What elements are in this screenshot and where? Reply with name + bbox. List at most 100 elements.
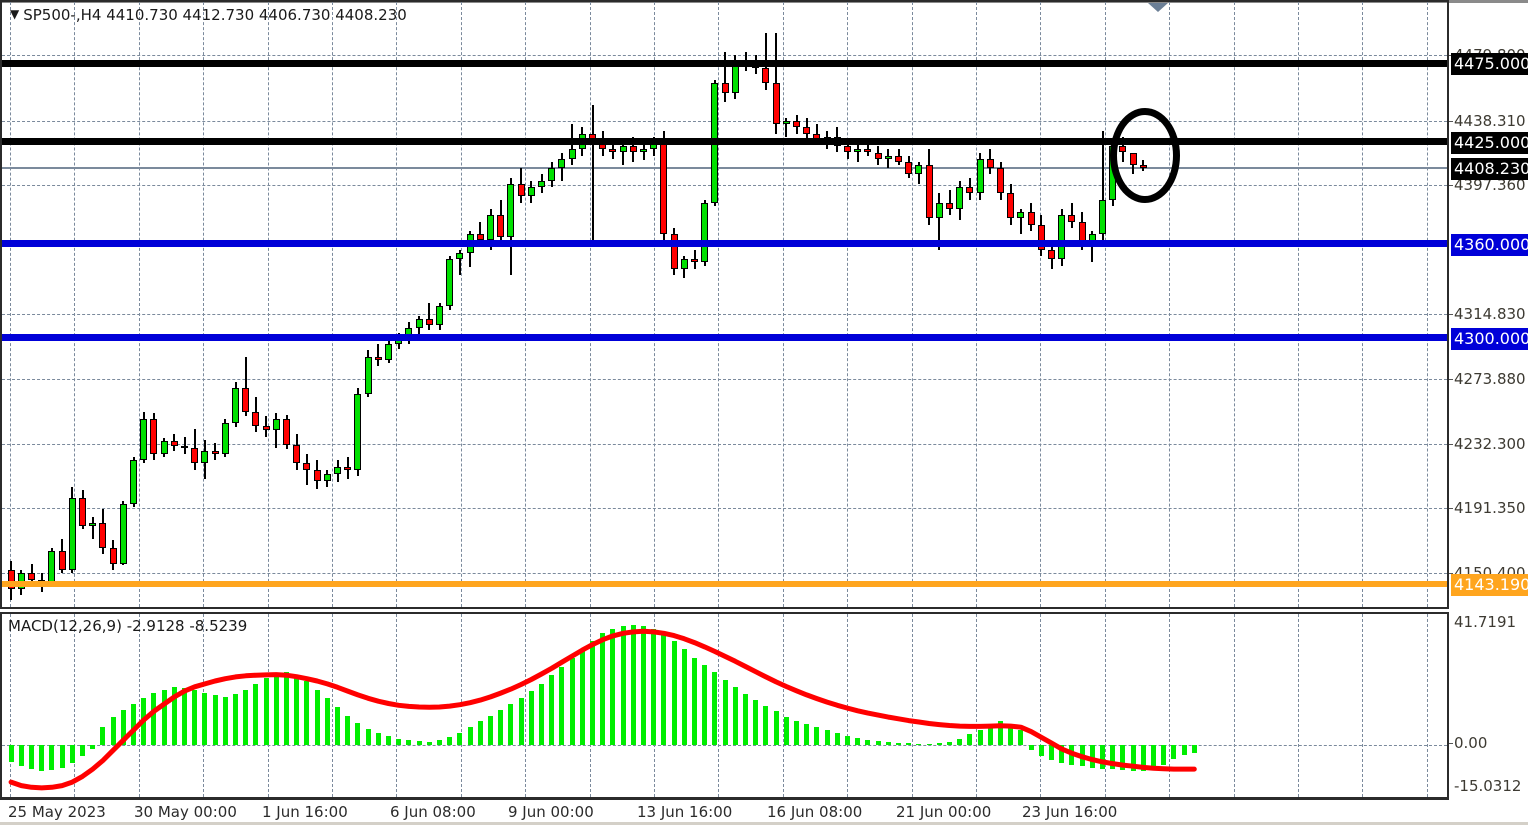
- candle-body[interactable]: [1099, 199, 1106, 235]
- candle-body[interactable]: [283, 419, 290, 445]
- price-level-line-4475-000[interactable]: [2, 59, 1447, 67]
- candle-body[interactable]: [1037, 224, 1045, 250]
- candle-body[interactable]: [89, 523, 97, 527]
- candle-body[interactable]: [68, 497, 76, 571]
- candle-body[interactable]: [1058, 215, 1066, 260]
- candle-body[interactable]: [476, 234, 484, 241]
- candle-body[interactable]: [558, 158, 566, 169]
- candle-body[interactable]: [997, 168, 1004, 194]
- candle-body[interactable]: [344, 466, 352, 470]
- candle-body[interactable]: [415, 318, 423, 329]
- candle-body[interactable]: [966, 187, 974, 194]
- candle-body[interactable]: [884, 155, 892, 159]
- candle-body[interactable]: [680, 259, 688, 269]
- price-axis-badge-black[interactable]: 4408.230: [1451, 157, 1528, 180]
- candle-body[interactable]: [303, 463, 311, 470]
- candle-body[interactable]: [1007, 193, 1015, 219]
- candle-body[interactable]: [1068, 215, 1076, 222]
- candle-body[interactable]: [119, 504, 127, 564]
- candle-body[interactable]: [701, 202, 709, 263]
- price-axis-badge-orange[interactable]: 4143.190: [1451, 574, 1528, 596]
- candle-body[interactable]: [446, 259, 454, 307]
- candle-body[interactable]: [130, 460, 137, 505]
- candle-body[interactable]: [721, 83, 729, 93]
- candle-body[interactable]: [354, 394, 362, 470]
- candle-body[interactable]: [28, 573, 35, 580]
- candle-body[interactable]: [170, 441, 178, 447]
- price-level-line-4425-000[interactable]: [2, 138, 1447, 145]
- candle-body[interactable]: [293, 444, 301, 464]
- candle-body[interactable]: [374, 356, 382, 360]
- price-axis-badge-blue[interactable]: 4300.000: [1451, 327, 1528, 350]
- candle-body[interactable]: [497, 215, 505, 238]
- candle-body[interactable]: [211, 450, 219, 454]
- price-level-line-4143-190[interactable]: [2, 581, 1447, 587]
- candle-body[interactable]: [221, 422, 229, 454]
- candle-body[interactable]: [58, 551, 66, 571]
- candle-body[interactable]: [517, 183, 525, 197]
- candle-body[interactable]: [538, 180, 545, 188]
- candle-body[interactable]: [242, 388, 250, 412]
- price-axis[interactable]: 4479.8004438.3104397.3604314.8304273.880…: [1448, 0, 1528, 609]
- candle-body[interactable]: [262, 425, 270, 431]
- triangle-down-icon[interactable]: ▼: [10, 7, 20, 21]
- candle-body[interactable]: [109, 548, 117, 564]
- candle-body[interactable]: [803, 127, 811, 134]
- candle-body[interactable]: [1048, 249, 1055, 260]
- price-level-line-4360-000[interactable]: [2, 240, 1447, 248]
- candle-body[interactable]: [79, 497, 86, 527]
- candle-body[interactable]: [334, 466, 341, 475]
- candle-body[interactable]: [323, 474, 331, 481]
- candle-body[interactable]: [691, 259, 698, 263]
- candle-body[interactable]: [793, 121, 800, 128]
- candle-body[interactable]: [548, 168, 556, 181]
- candle-body[interactable]: [976, 158, 984, 194]
- candle-body[interactable]: [48, 551, 56, 585]
- candle-body[interactable]: [905, 161, 913, 175]
- candle-body[interactable]: [956, 187, 964, 209]
- time-axis[interactable]: 25 May 2023 30 May 00:00 1 Jun 16:00 6 Jun …: [0, 800, 1449, 824]
- candle-body[interactable]: [946, 202, 953, 209]
- price-level-line-4300-000[interactable]: [2, 334, 1447, 342]
- price-axis-badge-black[interactable]: 4425.000: [1451, 131, 1528, 154]
- candle-body[interactable]: [619, 146, 627, 153]
- candle-body[interactable]: [364, 356, 372, 395]
- price-level-line-4408-230[interactable]: [2, 166, 1447, 169]
- candle-body[interactable]: [7, 570, 15, 589]
- candle-body[interactable]: [864, 149, 872, 153]
- price-axis-badge-blue[interactable]: 4360.000: [1451, 233, 1528, 256]
- candle-body[interactable]: [507, 183, 515, 238]
- candle-body[interactable]: [181, 446, 188, 449]
- candle-body[interactable]: [782, 121, 790, 125]
- candle-body[interactable]: [986, 158, 994, 169]
- candle-body[interactable]: [1017, 212, 1025, 219]
- candle-body[interactable]: [568, 149, 576, 159]
- candle-body[interactable]: [201, 450, 209, 464]
- candle-body[interactable]: [762, 67, 770, 84]
- candle-body[interactable]: [935, 202, 943, 219]
- candle-body[interactable]: [140, 419, 148, 461]
- candle-body[interactable]: [99, 523, 107, 549]
- candle-body[interactable]: [874, 152, 882, 159]
- candle-body[interactable]: [191, 447, 199, 464]
- candle-body[interactable]: [425, 318, 433, 326]
- candle-body[interactable]: [854, 149, 862, 153]
- candle-body[interactable]: [640, 149, 647, 153]
- candle-body[interactable]: [670, 234, 678, 269]
- candle-body[interactable]: [436, 306, 443, 326]
- price-axis-badge-black[interactable]: 4475.000: [1451, 53, 1528, 75]
- candle-body[interactable]: [1027, 212, 1035, 225]
- candle-body[interactable]: [527, 187, 535, 197]
- candle-body[interactable]: [629, 146, 637, 153]
- candle-body[interactable]: [150, 419, 158, 454]
- candle-body[interactable]: [895, 155, 902, 162]
- candle-body[interactable]: [772, 83, 780, 125]
- candle-body[interactable]: [487, 215, 494, 241]
- candle-body[interactable]: [313, 469, 321, 481]
- candle-body[interactable]: [925, 165, 933, 219]
- candle-body[interactable]: [915, 165, 923, 175]
- candle-body[interactable]: [844, 146, 851, 153]
- candle-body[interactable]: [385, 344, 392, 360]
- candle-body[interactable]: [609, 149, 617, 153]
- candle-body[interactable]: [660, 143, 668, 235]
